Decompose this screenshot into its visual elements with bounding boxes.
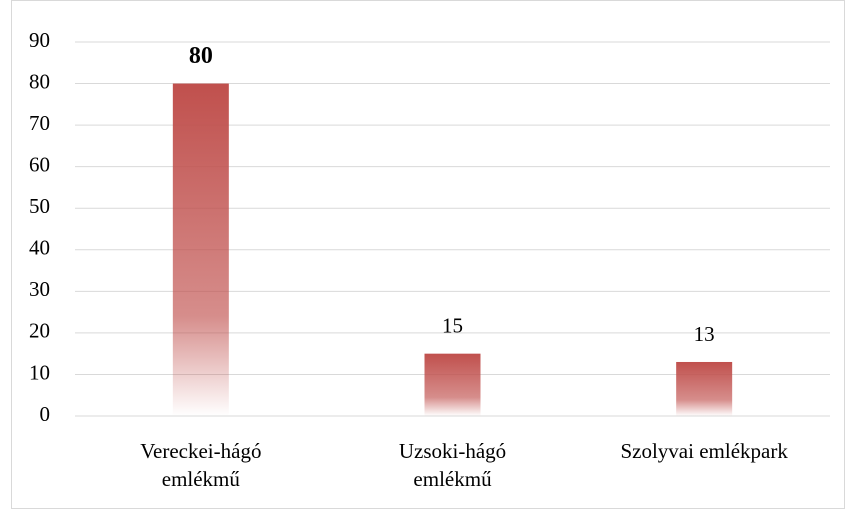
y-tick-label: 30 xyxy=(29,277,50,301)
bar xyxy=(424,353,481,416)
x-tick-label: Szolyvai emlékpark xyxy=(620,439,788,463)
y-tick-label: 0 xyxy=(40,402,51,426)
y-tick-label: 20 xyxy=(29,319,50,343)
bar xyxy=(676,361,733,416)
y-tick-label: 80 xyxy=(29,69,50,93)
data-label: 80 xyxy=(189,43,213,69)
y-tick-label: 90 xyxy=(29,28,50,52)
data-label: 15 xyxy=(442,313,463,337)
y-tick-label: 50 xyxy=(29,194,50,218)
y-tick-label: 10 xyxy=(29,360,50,384)
bar xyxy=(172,83,229,417)
chart-border xyxy=(11,0,845,509)
y-tick-label: 40 xyxy=(29,236,50,260)
data-label: 13 xyxy=(694,322,715,346)
y-tick-label: 70 xyxy=(29,111,50,135)
y-tick-label: 60 xyxy=(29,152,50,176)
x-tick-label: emlékmű xyxy=(162,467,241,491)
x-tick-label: emlékmű xyxy=(413,467,492,491)
x-tick-label: Vereckei-hágó xyxy=(140,439,261,463)
x-tick-label: Uzsoki-hágó xyxy=(399,439,506,463)
